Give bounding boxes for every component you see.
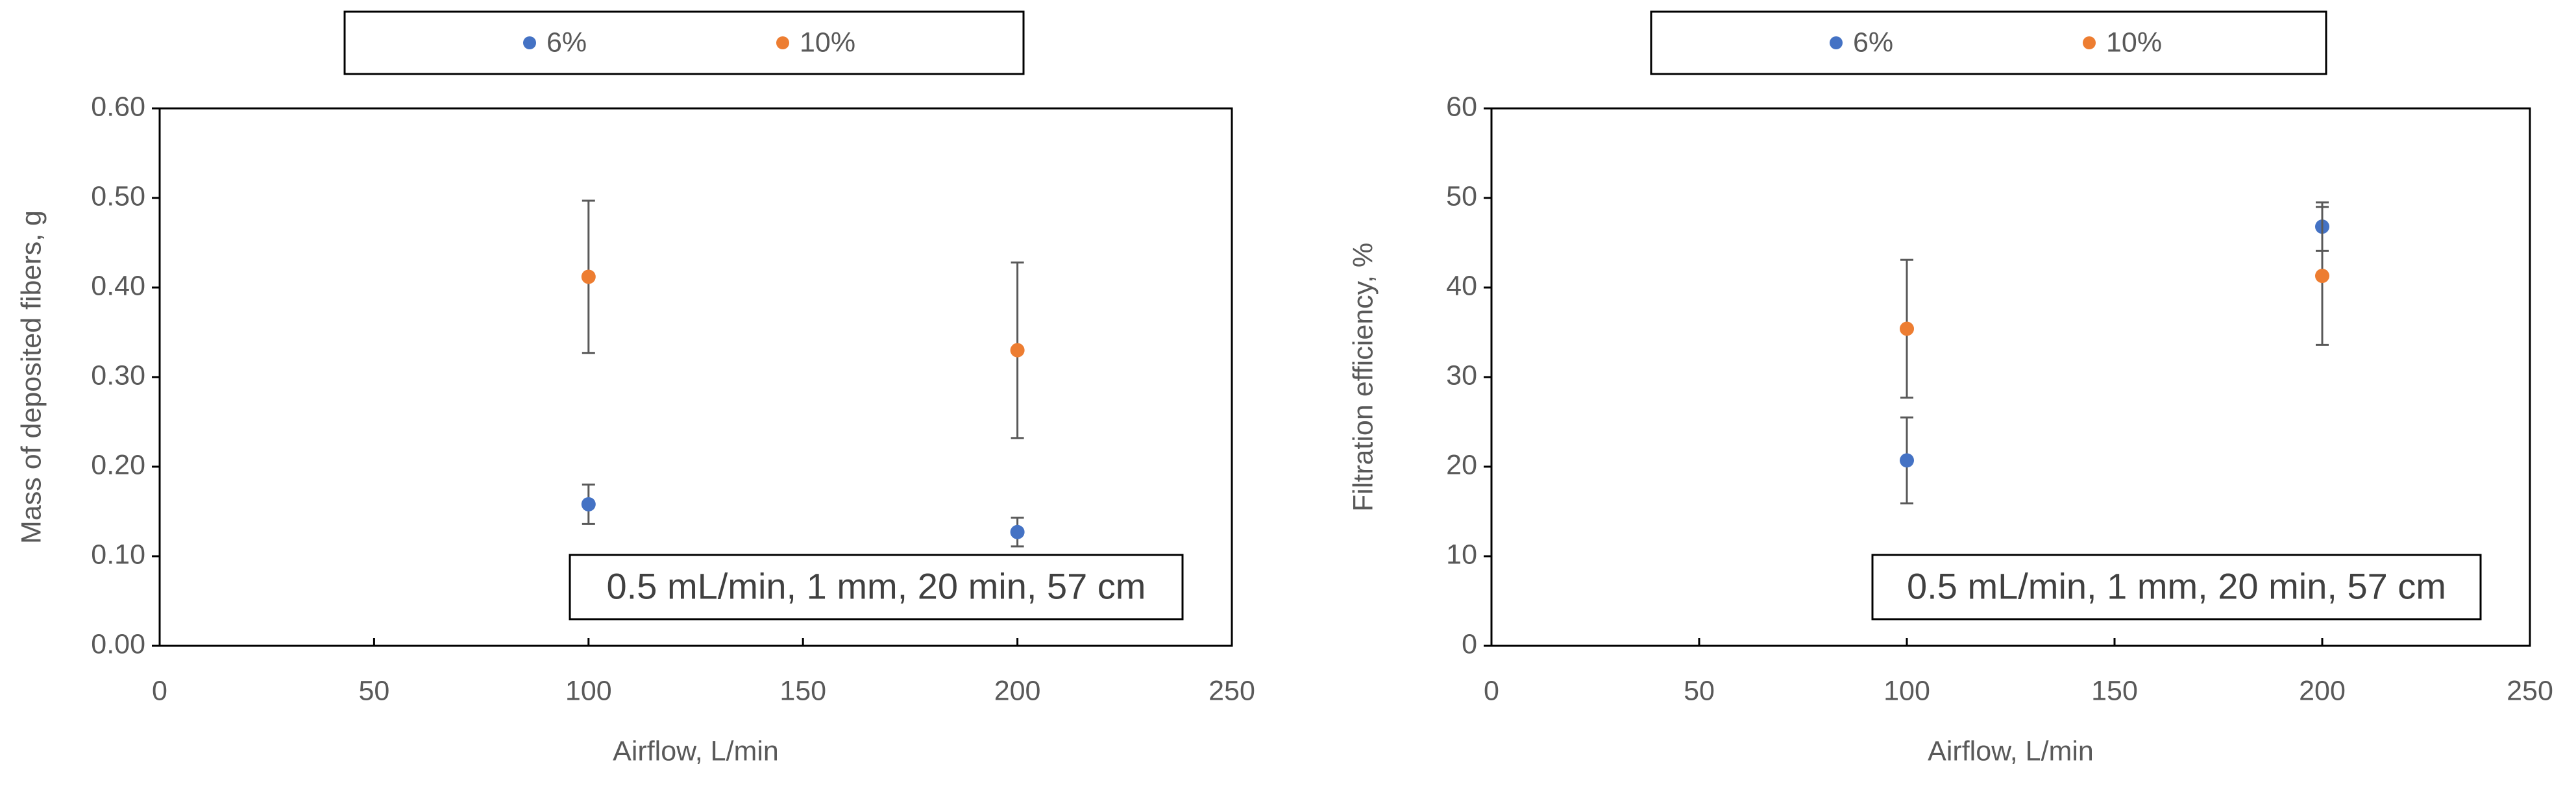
y-tick-label: 0.50 — [91, 180, 145, 212]
x-tick-label: 100 — [565, 675, 612, 706]
x-axis-title: Airflow, L/min — [613, 735, 779, 767]
y-tick-label: 20 — [1446, 449, 1477, 480]
x-tick-label: 150 — [779, 675, 826, 706]
x-tick-label: 100 — [1883, 675, 1930, 706]
legend-marker — [776, 36, 789, 49]
legend-label: 6% — [1853, 27, 1893, 58]
y-tick-label: 0.30 — [91, 360, 145, 391]
x-tick-label: 250 — [2507, 675, 2553, 706]
x-tick-label: 150 — [2091, 675, 2138, 706]
point — [1900, 321, 1914, 336]
legend-box — [343, 10, 1025, 75]
y-tick-label: 40 — [1446, 270, 1477, 301]
chart: 0.00 0.10 0.20 0.30 0.40 0.50 0.60 0 50 100 150 200… — [16, 10, 1255, 767]
legend-marker — [1830, 36, 1843, 49]
y-tick-label: 0.20 — [91, 449, 145, 480]
annotation-box — [569, 554, 1184, 620]
point — [581, 497, 596, 511]
annotation-box — [1871, 554, 2482, 620]
legend-box — [1650, 10, 2327, 75]
x-tick-label: 0 — [152, 675, 167, 706]
point — [581, 269, 596, 284]
y-tick-label: 50 — [1446, 180, 1477, 212]
y-tick-label: 0.60 — [91, 91, 145, 122]
y-tick-label: 0.10 — [91, 539, 145, 570]
legend-marker — [523, 36, 536, 49]
point — [1010, 524, 1025, 539]
annotation: 0.5 mL/min, 1 mm, 20 min, 57 cm — [607, 565, 1146, 606]
legend-label: 10% — [800, 27, 855, 58]
point — [2315, 269, 2329, 284]
x-tick-label: 200 — [994, 675, 1041, 706]
y-tick-label: 10 — [1446, 539, 1477, 570]
x-tick-label: 200 — [2299, 675, 2346, 706]
y-axis-title: Mass of deposited fibers, g — [16, 210, 47, 544]
y-tick-label: 30 — [1446, 360, 1477, 391]
y-tick-label: 60 — [1446, 91, 1477, 122]
point — [1900, 453, 1914, 468]
chart: 0 10 20 30 40 50 60 0 50 100 150 200 250 Airflow, L/m… — [1347, 10, 2553, 767]
point — [1010, 343, 1025, 358]
x-axis-title: Airflow, L/min — [1928, 735, 2094, 767]
legend-marker — [2083, 36, 2096, 49]
y-axis-title: Filtration efficiency, % — [1347, 243, 1379, 511]
x-tick-label: 50 — [1684, 675, 1715, 706]
annotation: 0.5 mL/min, 1 mm, 20 min, 57 cm — [1907, 565, 2446, 606]
x-tick-label: 0 — [1484, 675, 1499, 706]
x-tick-label: 50 — [358, 675, 389, 706]
y-tick-label: 0.00 — [91, 628, 145, 659]
y-tick-label: 0 — [1462, 628, 1477, 659]
legend-label: 6% — [546, 27, 587, 58]
legend-label: 10% — [2106, 27, 2162, 58]
x-tick-label: 250 — [1208, 675, 1255, 706]
y-tick-label: 0.40 — [91, 270, 145, 301]
